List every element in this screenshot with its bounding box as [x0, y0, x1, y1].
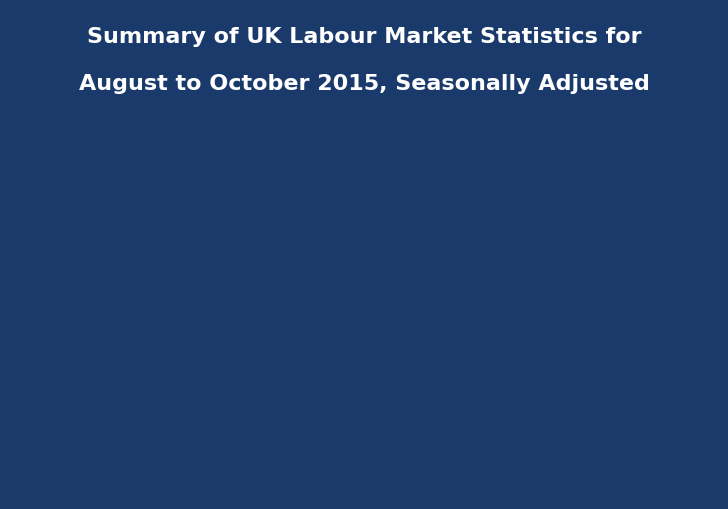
Text: Headline
Rate (%): Headline Rate (%)	[448, 142, 510, 171]
Text: Summary of UK Labour Market Statistics for: Summary of UK Labour Market Statistics f…	[87, 27, 641, 47]
Text: 1,713: 1,713	[218, 316, 258, 329]
Text: 1,176: 1,176	[222, 270, 258, 282]
Text: 505: 505	[414, 210, 440, 222]
Text: Change
on May to
Jul 2015: Change on May to Jul 2015	[293, 134, 360, 178]
Text: 1: 1	[432, 376, 440, 389]
Text: Aged 16 to 64: Aged 16 to 64	[28, 240, 125, 252]
Text: 20: 20	[242, 376, 258, 389]
Text: 195: 195	[416, 483, 440, 496]
Text: -106: -106	[331, 346, 360, 359]
Text: Aged 65 and over: Aged 65 and over	[28, 270, 149, 282]
Text: 35: 35	[424, 270, 440, 282]
Text: Aged 65 and over: Aged 65 and over	[28, 376, 149, 389]
Text: 30,125: 30,125	[214, 240, 258, 252]
Text: 31,302: 31,302	[210, 210, 258, 222]
Text: 46: 46	[344, 483, 360, 496]
Text: -16: -16	[339, 423, 360, 436]
Text: 21.9: 21.9	[478, 453, 510, 466]
Text: 73.9: 73.9	[481, 240, 510, 252]
Text: -0.2: -0.2	[573, 453, 601, 466]
Text: -245: -245	[412, 346, 440, 359]
Text: -4: -4	[348, 376, 360, 389]
Text: -0.4: -0.4	[677, 453, 705, 466]
Text: -244: -244	[408, 316, 440, 329]
Text: Unemployed: Unemployed	[9, 316, 98, 329]
Text: -0.8: -0.8	[677, 316, 705, 329]
Text: 196: 196	[336, 240, 360, 252]
Text: Number
(thousands): Number (thousands)	[175, 142, 258, 171]
Text: Change
on Aug to
Oct 2014: Change on Aug to Oct 2014	[373, 134, 440, 178]
Text: 8,930: 8,930	[218, 453, 258, 466]
Text: 69: 69	[424, 423, 440, 436]
Text: 11: 11	[344, 270, 360, 282]
Text: Inactive: Inactive	[9, 423, 60, 436]
Text: Aged 65 and over: Aged 65 and over	[28, 483, 149, 496]
Text: Employed: Employed	[9, 210, 79, 222]
Text: -110: -110	[328, 316, 360, 329]
Text: -126: -126	[408, 453, 440, 466]
Text: Aged 16 to 64: Aged 16 to 64	[28, 453, 138, 466]
Text: Change
on May to
Jul 2015: Change on May to Jul 2015	[533, 134, 601, 178]
Text: 1.0: 1.0	[684, 240, 705, 252]
Text: 1,693: 1,693	[222, 346, 258, 359]
Text: -63: -63	[337, 453, 360, 466]
Text: 5.2: 5.2	[487, 316, 510, 329]
Text: Aged 16 to 64: Aged 16 to 64	[28, 346, 125, 359]
Text: Change
on Aug to
Oct 2014: Change on Aug to Oct 2014	[638, 134, 705, 178]
Text: 207: 207	[333, 210, 360, 222]
Text: -0.3: -0.3	[573, 316, 601, 329]
Text: 0.4: 0.4	[580, 240, 601, 252]
Text: 471: 471	[416, 240, 440, 252]
Text: 10,103: 10,103	[214, 483, 258, 496]
Text: August to October 2015, Seasonally Adjusted: August to October 2015, Seasonally Adjus…	[79, 74, 649, 94]
Text: 19,033: 19,033	[214, 423, 258, 436]
